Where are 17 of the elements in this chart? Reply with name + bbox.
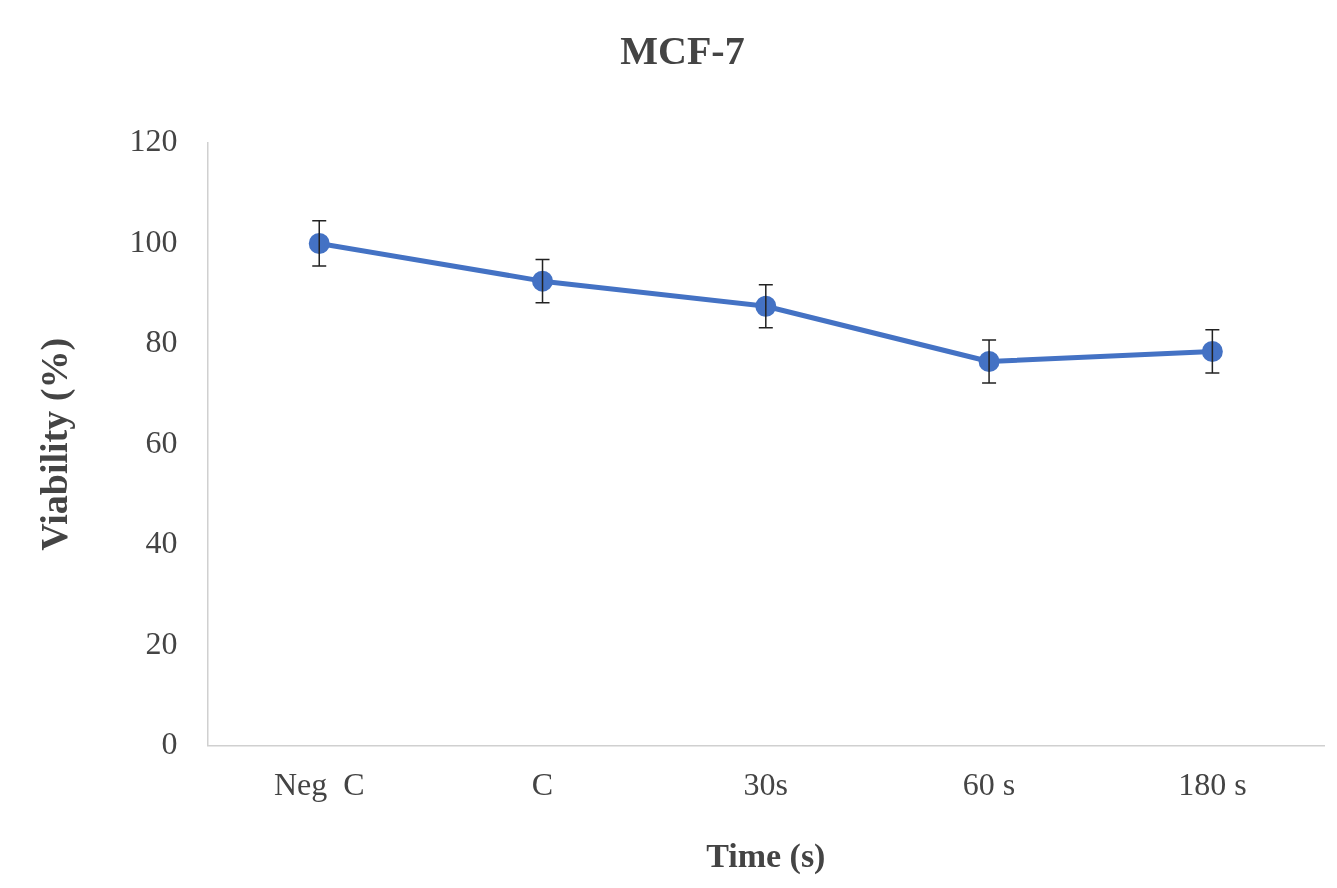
x-tick-label: 30s — [743, 766, 789, 803]
point — [1201, 340, 1223, 362]
y-tick-label: 120 — [129, 122, 178, 159]
y-axis-title: Viability (%) — [32, 337, 76, 551]
point — [532, 270, 554, 292]
x-tick-label: C — [531, 766, 554, 803]
y-tick-label: 100 — [129, 222, 178, 259]
y-tick-label: 60 — [145, 423, 178, 460]
y-tick-label: 0 — [161, 725, 178, 762]
x-tick-label: 60 s — [962, 766, 1016, 803]
x-tick-label: Neg C — [273, 766, 365, 803]
y-tick-label: 20 — [145, 624, 178, 661]
y-tick-label: 40 — [145, 524, 178, 561]
x-axis-title: Time (s) — [706, 837, 826, 876]
y-tick-label: 80 — [145, 323, 178, 360]
chart-title: MCF-7 — [620, 28, 745, 74]
x-tick-label: 180 s — [1178, 766, 1247, 803]
